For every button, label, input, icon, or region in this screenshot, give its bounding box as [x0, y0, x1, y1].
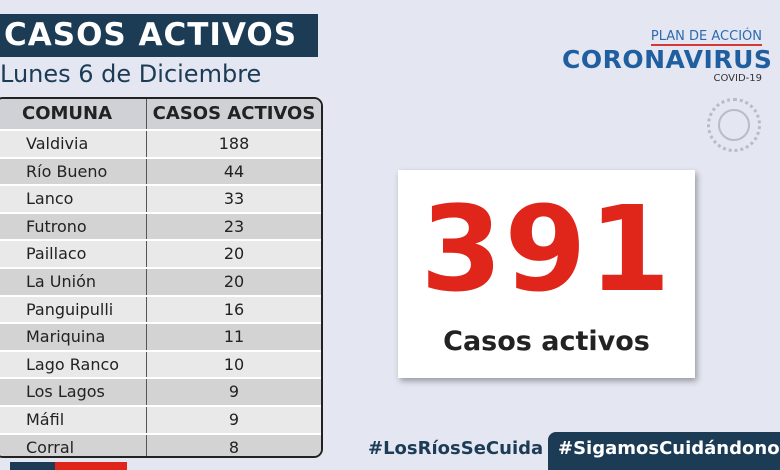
header-casos: CASOS ACTIVOS — [152, 103, 316, 124]
comuna-cell: Lago Ranco — [0, 351, 147, 378]
logo-sub: COVID-19 — [713, 73, 762, 84]
comuna-cell: Panguipulli — [0, 296, 147, 323]
comuna-cell: La Unión — [0, 268, 147, 295]
comuna-cell: Los Lagos — [0, 379, 147, 405]
casos-cell: 44 — [223, 161, 245, 181]
casos-cell: 10 — [223, 354, 245, 374]
table-row: Corral 8 — [0, 432, 321, 457]
table-row: Lago Ranco 10 — [0, 349, 321, 378]
table-row: Mariquina 11 — [0, 322, 321, 350]
table-row: Futrono 23 — [0, 211, 321, 240]
comuna-cell: Futrono — [0, 213, 147, 240]
comuna-cell: Mariquina — [0, 324, 147, 350]
casos-cell: 8 — [228, 437, 240, 457]
table-row: Lanco 33 — [0, 184, 321, 212]
table-row: Los Lagos 9 — [0, 377, 321, 405]
casos-cell: 188 — [218, 134, 250, 153]
casos-cell: 23 — [223, 216, 245, 236]
table-row: Máfil 9 — [0, 404, 321, 433]
virus-icon — [707, 98, 761, 152]
total-card: 391 Casos activos — [398, 170, 695, 378]
casos-cell: 9 — [228, 382, 240, 402]
date-subtitle: Lunes 6 de Diciembre — [0, 60, 262, 88]
table-row: Valdivia 188 — [0, 129, 321, 157]
table-row: Río Bueno 44 — [0, 156, 321, 185]
table-row: Paillaco 20 — [0, 239, 321, 267]
casos-cell: 20 — [223, 271, 245, 291]
page-title: CASOS ACTIVOS — [0, 14, 318, 57]
table-row: Panguipulli 16 — [0, 294, 321, 323]
casos-cell: 16 — [223, 299, 245, 319]
table-header: COMUNA CASOS ACTIVOS — [0, 99, 321, 129]
comuna-cell: Río Bueno — [0, 158, 147, 185]
cases-table: COMUNA CASOS ACTIVOS Valdivia 188 Río Buen… — [0, 97, 323, 458]
hashtag-sigamos: #SigamosCuidándonos — [548, 432, 780, 470]
comuna-cell: Lanco — [0, 186, 147, 212]
comuna-cell: Máfil — [0, 406, 147, 433]
hashtag-losrios: #LosRíosSeCuida — [368, 438, 544, 459]
casos-cell: 9 — [228, 409, 240, 429]
comuna-cell: Paillaco — [0, 241, 147, 267]
casos-cell: 33 — [223, 189, 245, 209]
casos-cell: 11 — [223, 327, 245, 347]
total-value: 391 — [420, 180, 673, 318]
table-row: La Unión 20 — [0, 266, 321, 295]
total-label: Casos activos — [443, 326, 650, 357]
comuna-cell: Corral — [0, 434, 147, 456]
logo-plan: PLAN DE ACCIÓN — [650, 29, 762, 46]
logo-name: CORONAVIRUS — [562, 45, 773, 74]
plan-accion-logo: PLAN DE ACCIÓN CORONAVIRUS COVID-19 — [562, 25, 773, 84]
flag-bar — [10, 462, 127, 470]
comuna-cell: Valdivia — [0, 131, 147, 157]
casos-cell: 20 — [223, 244, 245, 264]
header-comuna: COMUNA — [0, 99, 147, 129]
